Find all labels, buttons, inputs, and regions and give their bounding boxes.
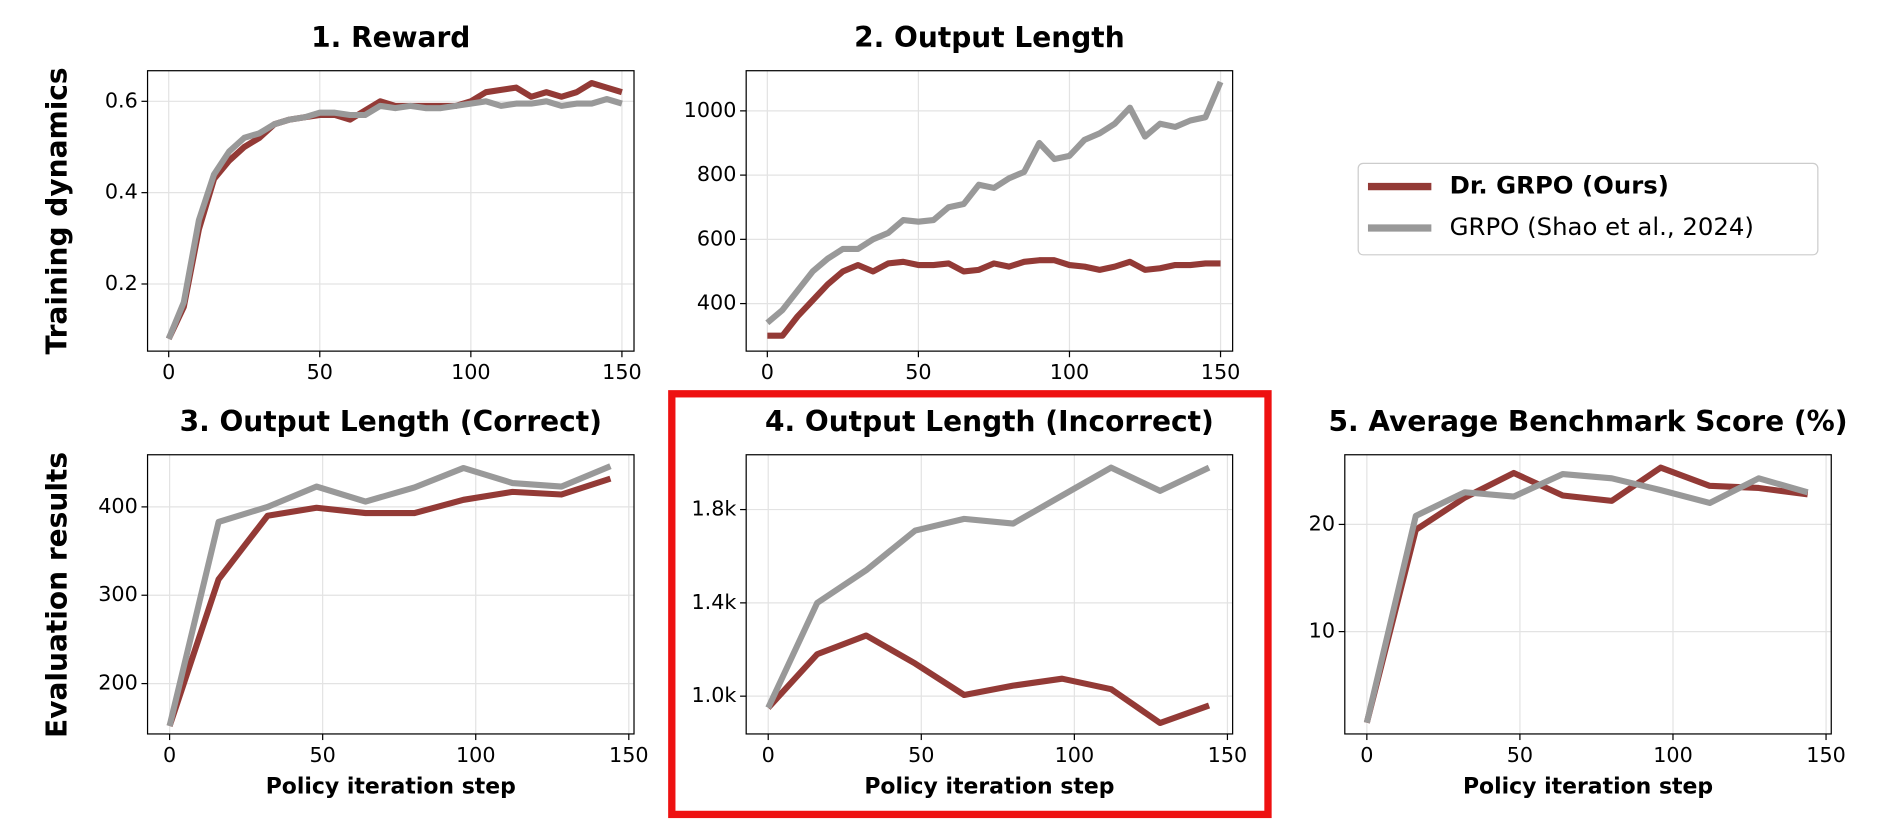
x-tick-label: 50 xyxy=(905,360,931,384)
y-tick-label: 300 xyxy=(98,582,138,606)
series-line xyxy=(1363,471,1809,724)
x-tick-label: 0 xyxy=(761,360,774,384)
axes-frame xyxy=(1344,454,1832,735)
legend-box xyxy=(1357,162,1819,256)
x-tick-label: 150 xyxy=(1208,743,1248,767)
legend-label: Dr. GRPO (Ours) xyxy=(1450,171,1669,200)
series-line xyxy=(1363,464,1809,724)
chart-title: 3. Output Length (Correct) xyxy=(180,405,602,438)
y-tick-label: 400 xyxy=(697,291,737,315)
y-tick-label: 1.0k xyxy=(691,683,736,707)
x-axis-label: Policy iteration step xyxy=(266,775,516,800)
chart-title: 1. Reward xyxy=(311,21,470,54)
series-line xyxy=(165,95,623,340)
x-tick-label: 0 xyxy=(1360,743,1373,767)
legend: Dr. GRPO (Ours) GRPO (Shao et al., 2024) xyxy=(1357,162,1819,256)
x-tick-label: 150 xyxy=(1806,743,1846,767)
y-tick-label: 600 xyxy=(697,226,737,250)
y-tick-label: 10 xyxy=(1309,619,1335,643)
y-tick-label: 800 xyxy=(697,162,737,186)
x-tick-label: 50 xyxy=(908,743,934,767)
x-tick-label: 0 xyxy=(762,743,775,767)
row-label: Evaluation results xyxy=(41,452,74,738)
y-tick-label: 1.4k xyxy=(691,590,736,614)
y-tick-label: 400 xyxy=(98,494,138,518)
highlight-box xyxy=(668,390,1272,819)
x-axis-label: Policy iteration step xyxy=(1463,775,1713,800)
series-line xyxy=(765,464,1211,710)
x-tick-label: 100 xyxy=(1050,360,1090,384)
x-tick-label: 0 xyxy=(162,360,175,384)
chart-title: 5. Average Benchmark Score (%) xyxy=(1328,405,1847,438)
axes-frame xyxy=(146,454,635,735)
x-tick-label: 150 xyxy=(602,360,642,384)
axes-frame xyxy=(146,70,635,352)
series-line xyxy=(765,80,1224,326)
y-tick-label: 20 xyxy=(1309,511,1335,535)
y-tick-label: 0.4 xyxy=(105,180,138,204)
x-tick-label: 100 xyxy=(1653,743,1693,767)
x-tick-label: 50 xyxy=(1507,743,1533,767)
series-line xyxy=(166,475,612,727)
x-axis-label: Policy iteration step xyxy=(864,775,1114,800)
y-tick-label: 0.2 xyxy=(105,271,138,295)
chart-title: 2. Output Length xyxy=(854,21,1125,54)
series-line xyxy=(767,257,1221,339)
x-tick-label: 100 xyxy=(1055,743,1095,767)
x-tick-label: 100 xyxy=(451,360,491,384)
x-tick-label: 150 xyxy=(1201,360,1241,384)
axes-frame xyxy=(745,454,1234,735)
series-line xyxy=(765,632,1211,727)
y-tick-label: 200 xyxy=(98,671,138,695)
legend-label: GRPO (Shao et al., 2024) xyxy=(1450,212,1754,241)
x-tick-label: 150 xyxy=(609,743,649,767)
x-tick-label: 0 xyxy=(163,743,176,767)
x-tick-label: 100 xyxy=(456,743,496,767)
series-line xyxy=(165,79,623,341)
x-tick-label: 50 xyxy=(309,743,335,767)
y-tick-label: 0.6 xyxy=(105,88,138,112)
series-line xyxy=(166,463,612,727)
row-label: Training dynamics xyxy=(41,67,74,354)
axes-frame xyxy=(745,70,1234,352)
y-tick-label: 1000 xyxy=(684,98,737,122)
y-tick-label: 1.8k xyxy=(691,497,736,521)
x-tick-label: 50 xyxy=(307,360,333,384)
chart-title: 4. Output Length (Incorrect) xyxy=(765,405,1214,438)
